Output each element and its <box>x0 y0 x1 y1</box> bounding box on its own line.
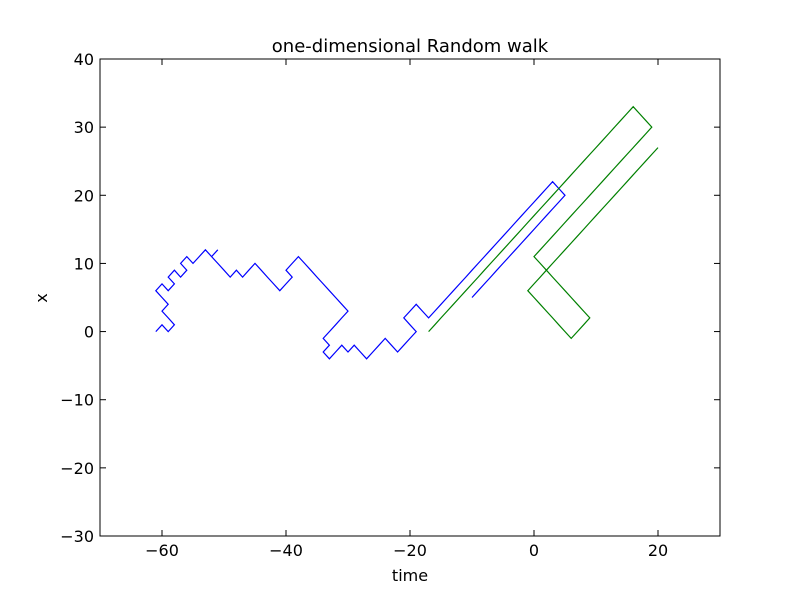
y-tick-label: 40 <box>74 50 94 69</box>
y-tick-label: 0 <box>84 323 94 342</box>
x-tick-label: −60 <box>145 541 179 560</box>
y-tick-label: −10 <box>60 391 94 410</box>
x-tick-label: 20 <box>648 541 668 560</box>
y-tick-label: 10 <box>74 254 94 273</box>
series-line-1 <box>154 180 566 360</box>
x-tick-label: −20 <box>393 541 427 560</box>
x-tick-label: −40 <box>269 541 303 560</box>
y-tick-label: −30 <box>60 527 94 546</box>
series-layer <box>154 105 659 360</box>
y-axis-label: x <box>32 293 51 302</box>
chart-title: one-dimensional Random walk <box>272 36 549 57</box>
ticks-layer: −60 −40 −20 0 20 −30 −20 −10 0 10 20 30 40 <box>60 50 720 560</box>
x-tick-label: 0 <box>529 541 539 560</box>
y-tick-label: −20 <box>60 459 94 478</box>
x-axis-label: time <box>392 566 428 585</box>
y-tick-label: 30 <box>74 118 94 137</box>
series-line-2 <box>428 105 659 340</box>
y-tick-label: 20 <box>74 186 94 205</box>
